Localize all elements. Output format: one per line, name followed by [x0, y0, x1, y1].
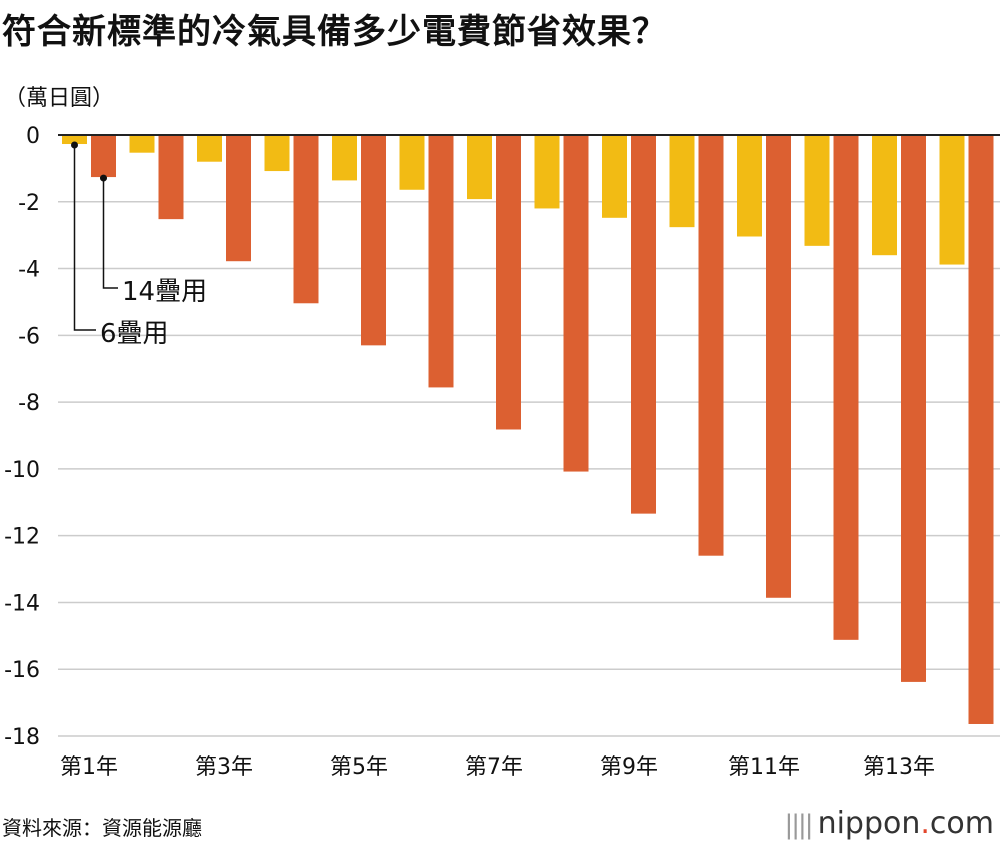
bar-14-2 [158, 135, 184, 220]
y-tick-label: -18 [4, 725, 40, 750]
source-note: 資料來源：資源能源廳 [2, 816, 202, 840]
series-label: 14疊用 [122, 277, 207, 307]
x-tick-label: 第1年 [60, 755, 118, 780]
y-tick-labels: 0 -2 -4 -6 -8 -10 -12 -14 -16 -18 [4, 124, 40, 750]
y-tick-label: -12 [4, 525, 40, 550]
bar-6-1 [62, 135, 87, 145]
x-tick-label: 第11年 [728, 755, 800, 780]
y-tick-label: -6 [18, 324, 40, 349]
bar-6-8 [534, 135, 560, 209]
bar-14-6 [428, 135, 454, 388]
bar-6-3 [197, 135, 222, 162]
x-tick-label: 第13年 [863, 755, 935, 780]
bar-14-13 [901, 135, 926, 682]
bar-14-5 [361, 135, 386, 346]
bar-14-11 [766, 135, 791, 598]
y-tick-label: -8 [18, 391, 40, 416]
y-tick-label: -16 [4, 658, 40, 683]
bar-14-14 [968, 135, 994, 724]
bar-6-10 [669, 135, 695, 228]
y-tick-label: -2 [18, 191, 40, 216]
bar-6-7 [467, 135, 492, 200]
bar-6-12 [804, 135, 830, 246]
bar-6-2 [129, 135, 155, 153]
bar-6-13 [872, 135, 897, 256]
logo-bars-icon: |||| [784, 810, 814, 840]
logo-name: nippon [817, 806, 921, 841]
bar-14-1 [91, 135, 116, 178]
logo-tld: com [929, 806, 994, 841]
y-tick-label: -10 [4, 458, 40, 483]
bar-6-4 [264, 135, 290, 172]
bar-6-5 [332, 135, 357, 181]
y-axis-unit-label: （萬日圓） [4, 86, 115, 111]
y-tick-label: 0 [26, 124, 40, 149]
bars [62, 135, 994, 724]
x-tick-label: 第5年 [330, 755, 388, 780]
bar-14-4 [293, 135, 319, 304]
y-tick-label: -14 [4, 591, 40, 616]
callout-leader-line [73, 145, 96, 331]
bar-14-3 [226, 135, 251, 262]
bar-14-7 [496, 135, 521, 430]
nippon-logo: |||| nippon.com [785, 806, 994, 841]
bar-chart: 0 -2 -4 -6 -8 -10 -12 -14 -16 -18 第1年 第3年 第5年 第7年 第9年… [4, 124, 1000, 780]
bar-14-8 [563, 135, 589, 472]
chart-title: 符合新標準的冷氣具備多少電費節省效果？ [2, 12, 667, 52]
bar-6-9 [602, 135, 627, 218]
callout-leader-line [102, 178, 118, 289]
bar-14-9 [631, 135, 656, 514]
bar-14-10 [698, 135, 724, 556]
x-tick-label: 第7年 [465, 755, 523, 780]
x-tick-label: 第3年 [195, 755, 253, 780]
x-tick-label: 第9年 [600, 755, 658, 780]
bar-6-14 [939, 135, 965, 265]
bar-6-11 [737, 135, 762, 237]
x-tick-labels: 第1年 第3年 第5年 第7年 第9年 第11年 第13年 [60, 755, 935, 780]
series-callouts: 6疊用 14疊用 [71, 141, 207, 349]
bar-14-12 [833, 135, 859, 640]
y-tick-label: -4 [18, 258, 40, 283]
logo-dot: . [920, 806, 930, 841]
bar-6-6 [399, 135, 425, 190]
series-label: 6疊用 [100, 319, 169, 349]
